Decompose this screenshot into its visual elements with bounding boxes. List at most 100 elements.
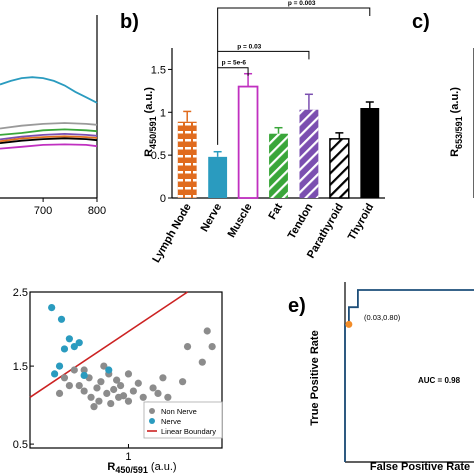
bar-b-y-label: R450/591(a.u.) <box>143 87 158 157</box>
non-nerve-point <box>154 389 162 397</box>
roc-panel-e: AUC = 0.98 (0.03,0.80) True Positive Rat… <box>309 282 474 473</box>
non-nerve-point <box>134 379 142 387</box>
spectra-panel: 700 800 <box>0 15 106 217</box>
roc-curve-line <box>344 289 474 462</box>
spectrum-line-3 <box>0 132 98 141</box>
non-nerve-point <box>90 403 98 411</box>
nerve-point <box>80 371 88 380</box>
legend-point-swatch <box>149 418 155 424</box>
non-nerve-point <box>113 376 121 384</box>
bar-b-tick-label: 0 <box>160 193 166 205</box>
bar-chart-b: 0 0.5 1 1.5 p = 5e-6 p = 0.03 p = 0.003 Lymph… <box>143 0 385 265</box>
nerve-point <box>105 366 113 374</box>
bar-b-hatch-5 <box>329 138 349 198</box>
spectrum-line-2 <box>0 128 98 136</box>
comparison-pvalue-1: p = 0.03 <box>237 43 261 50</box>
roc-e-axes <box>344 282 474 463</box>
non-nerve-point <box>124 370 133 378</box>
non-nerve-point <box>70 366 78 374</box>
spectrum-line-1 <box>0 122 98 130</box>
bar-b-category-label: Lymph Node <box>150 202 194 265</box>
legend-point-swatch <box>149 408 155 414</box>
bar-b-category-label: Muscle <box>226 201 255 239</box>
nerve-point <box>55 362 64 370</box>
non-nerve-point <box>119 392 128 400</box>
bar-b-hatch-3 <box>269 133 288 198</box>
spectra-x-ticks: 700 800 <box>34 198 106 217</box>
non-nerve-point <box>179 378 187 386</box>
comparison-bracket-2 <box>217 7 371 52</box>
non-nerve-point <box>203 327 211 335</box>
scatter-d-xtick-label: 1 <box>125 451 131 463</box>
non-nerve-point <box>93 384 101 392</box>
non-nerve-point <box>139 393 147 401</box>
boundary-line <box>29 291 188 398</box>
nerve-point <box>51 370 59 378</box>
panel-letter-e: e) <box>288 295 306 317</box>
legend-entry: Linear Boundary <box>161 427 216 436</box>
bar-b-bars <box>177 72 380 199</box>
bar-b-hatch-0 <box>177 121 197 198</box>
legend-box <box>143 401 223 439</box>
bar-b-category-labels: Lymph Node Nerve Muscle Fat TendonParathyroi… <box>150 201 376 265</box>
bar-chart-c: R653/591(a.u.) <box>449 48 474 198</box>
non-nerve-point <box>75 382 83 390</box>
bar-b-tick-label: 0.5 <box>151 150 166 162</box>
comparison-pvalue-0: p = 5e-6 <box>222 60 247 67</box>
non-nerve-point <box>198 358 206 366</box>
non-nerve-point <box>80 366 88 374</box>
non-nerve-point <box>124 397 133 405</box>
bar-b-comparisons: p = 5e-6 p = 0.03 p = 0.003 <box>217 0 371 145</box>
scatter-d-frame <box>29 291 223 449</box>
nerve-point <box>75 339 83 347</box>
scatter-d-boundary <box>29 291 188 398</box>
spectrum-line-0 <box>0 76 98 104</box>
non-nerve-point <box>87 393 95 401</box>
spectrum-line-6 <box>0 143 98 150</box>
scatter-d-points <box>48 304 216 411</box>
scatter-d-ytick-label: 0.5 <box>13 439 28 451</box>
non-nerve-point <box>100 362 108 370</box>
panel-letter-b: b) <box>120 11 139 33</box>
bar-b-6 <box>360 108 380 198</box>
non-nerve-point <box>183 343 192 351</box>
scatter-d-ytick-label: 2.5 <box>13 287 28 299</box>
non-nerve-point <box>110 385 118 394</box>
bar-b-tick-label: 1 <box>160 107 166 119</box>
roc-operating-point <box>345 320 353 328</box>
non-nerve-point <box>164 393 172 401</box>
nerve-point <box>57 315 66 323</box>
non-nerve-point <box>55 389 64 397</box>
spectra-tick-label: 800 <box>88 205 106 217</box>
non-nerve-point <box>97 378 105 386</box>
bar-b-category-label: Tendon <box>286 201 316 241</box>
roc-y-label: True Positive Rate <box>309 330 321 425</box>
comparison-bracket-0 <box>217 67 249 145</box>
non-nerve-point <box>95 397 103 405</box>
roc-auc-annotation: AUC = 0.98 <box>418 376 461 385</box>
panel-letter-c: c) <box>412 11 430 33</box>
non-nerve-point <box>129 387 137 395</box>
non-nerve-point <box>159 374 167 382</box>
spectra-tick-label: 700 <box>34 205 52 217</box>
roc-marker-label: (0.03,0.80) <box>364 313 401 322</box>
scatter-d-ytick-label: 1.5 <box>13 361 28 373</box>
scatter-d-axes: 2.5 1.5 0.5 1 <box>13 287 223 463</box>
legend-entry: Non Nerve <box>161 407 197 416</box>
legend-entry: Nerve <box>161 417 181 426</box>
scatter-d-x-label: R450/591 (a.u.) <box>107 461 176 474</box>
bar-b-tick-label: 1.5 <box>151 64 166 76</box>
non-nerve-point <box>208 343 216 351</box>
comparison-pvalue-2: p = 0.003 <box>288 0 316 7</box>
nerve-point <box>65 335 73 343</box>
non-nerve-point <box>80 387 88 395</box>
non-nerve-point <box>60 374 69 382</box>
nerve-point <box>70 343 78 351</box>
roc-e-curve <box>344 289 474 462</box>
bar-b-hatch-4 <box>299 109 319 198</box>
non-nerve-point <box>116 382 125 390</box>
non-nerve-point <box>103 389 111 397</box>
bar-b-1 <box>208 156 228 198</box>
